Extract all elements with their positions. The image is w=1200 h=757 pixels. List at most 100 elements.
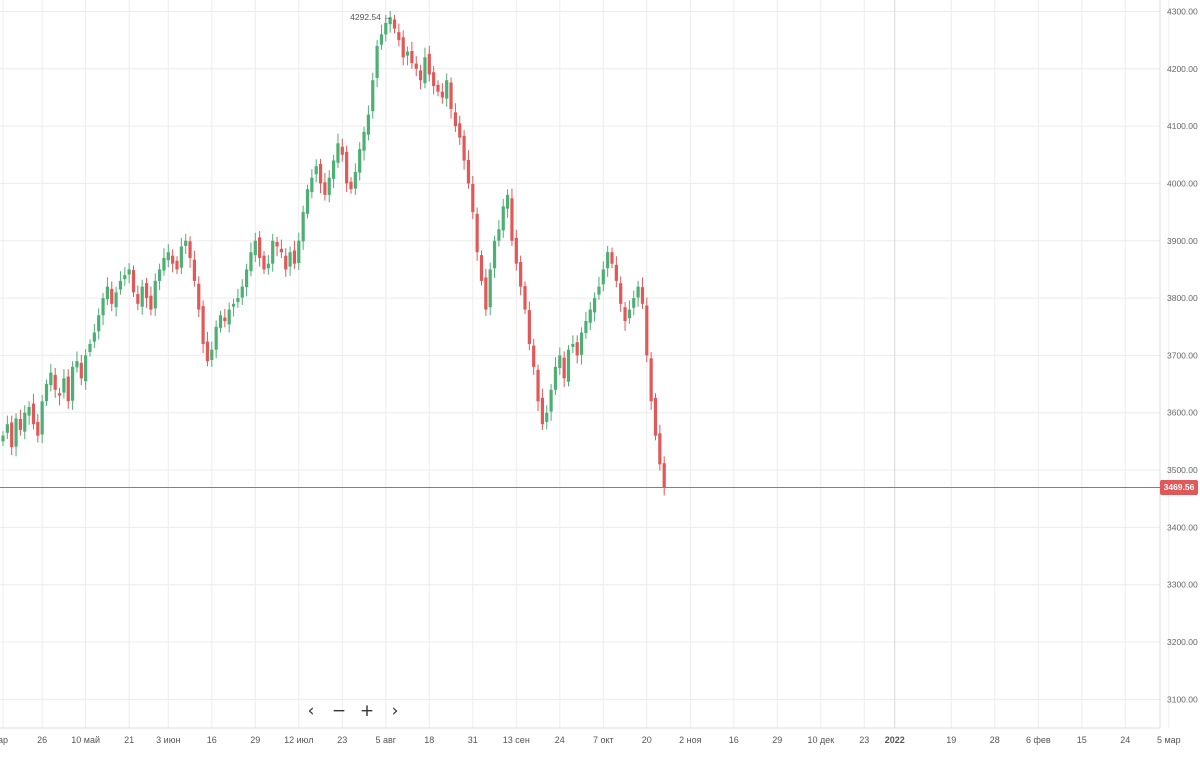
x-tick-label: 28 [990, 735, 1000, 745]
candle-body [619, 283, 623, 304]
candle-body [597, 286, 601, 295]
candle-body [466, 159, 471, 184]
candle-body [245, 269, 249, 288]
candle-body [123, 275, 127, 280]
candle-body [101, 298, 105, 316]
candle-body [275, 241, 279, 247]
y-tick-label: 3700.00 [1167, 350, 1198, 360]
candle-body [379, 34, 384, 45]
candle-body [462, 135, 466, 161]
x-tick-label: 5 мар [1157, 735, 1181, 745]
candle-body [401, 37, 405, 58]
candle-body [227, 309, 231, 325]
x-tick-label: 31 [468, 735, 478, 745]
candle-body [249, 252, 253, 272]
candle-body [75, 361, 79, 368]
candle-body [184, 240, 188, 246]
candle-body [371, 80, 375, 112]
candle-body [231, 303, 236, 307]
candle-body [388, 17, 392, 25]
candle-body [445, 80, 449, 99]
candle-body [579, 332, 584, 355]
candle-body [105, 286, 109, 300]
x-tick-label: 12 июл [284, 735, 313, 745]
candle-body [10, 422, 14, 448]
candle-body [349, 181, 353, 190]
candle-body [405, 51, 410, 56]
candle-body [545, 412, 549, 422]
candle-body [558, 355, 562, 369]
candle-body [514, 237, 518, 264]
candle-body [292, 250, 297, 264]
zoom-in-button[interactable]: + [359, 701, 375, 721]
x-tick-label: 10 дек [807, 735, 834, 745]
scroll-left-button[interactable]: ‹ [307, 701, 315, 721]
candle-body [214, 326, 218, 350]
x-tick-label: 7 окт [593, 735, 614, 745]
candle-body [44, 384, 49, 402]
candle-body [662, 463, 666, 488]
candle-body [410, 51, 414, 64]
candle-body [114, 292, 118, 308]
candle-body [549, 389, 553, 412]
candle-body [588, 309, 592, 323]
candle-body [640, 287, 645, 304]
y-tick-label: 3200.00 [1167, 637, 1198, 647]
candle-body [49, 372, 53, 386]
x-tick-label: 26 [37, 735, 47, 745]
candle-body [23, 412, 27, 432]
x-tick-label: 18 [424, 735, 434, 745]
candle-body [188, 241, 192, 258]
candle-body [162, 257, 166, 271]
candle-body [593, 298, 597, 313]
candle-body [527, 310, 531, 344]
candle-body [210, 349, 214, 360]
x-tick-label: 16 [729, 735, 739, 745]
y-tick-label: 4200.00 [1167, 64, 1198, 74]
y-tick-label: 3100.00 [1167, 694, 1198, 704]
candle-body [501, 206, 505, 231]
candle-body [436, 84, 440, 92]
candle-body [166, 252, 170, 261]
candle-body [519, 261, 523, 287]
candle-body [497, 229, 501, 241]
x-tick-label: 23 [859, 735, 869, 745]
candle-body [88, 343, 92, 352]
candle-body [458, 123, 462, 138]
candle-body [375, 45, 379, 78]
candle-body [627, 309, 631, 319]
x-tick-label: 10 май [71, 735, 100, 745]
candle-body [453, 112, 457, 127]
candle-body [1, 435, 5, 442]
candle-body [336, 143, 340, 163]
scroll-right-button[interactable]: › [391, 701, 399, 721]
candle-body [532, 345, 536, 367]
candle-body [601, 269, 605, 285]
candle-body [314, 166, 318, 175]
y-tick-label: 3300.00 [1167, 580, 1198, 590]
candle-body [201, 306, 205, 344]
candle-body [266, 263, 270, 269]
candle-body [262, 255, 266, 270]
y-tick-label: 3400.00 [1167, 522, 1198, 532]
y-axis: 3100.00 3200.00 3300.00 3400.00 3500.00 3600.… [1167, 6, 1198, 704]
x-tick-label: 23 [337, 735, 347, 745]
candle-body [427, 53, 431, 75]
x-tick-label: 3 июн [156, 735, 180, 745]
candle-body [636, 286, 640, 298]
y-tick-label: 3900.00 [1167, 236, 1198, 246]
candle-body [136, 294, 140, 304]
y-tick-label: 3500.00 [1167, 465, 1198, 475]
candle-body [131, 269, 136, 293]
candle-body [284, 255, 288, 270]
last-price-badge: 3469.56 [1160, 479, 1198, 495]
candle-body [140, 286, 144, 307]
candle-body [301, 212, 305, 242]
zoom-out-button[interactable]: − [331, 701, 347, 721]
candle-body [84, 355, 88, 382]
candle-body [492, 240, 497, 269]
candle-body [79, 362, 83, 379]
candle-body [192, 259, 196, 281]
candle-body [318, 163, 323, 184]
candle-body [197, 283, 201, 310]
